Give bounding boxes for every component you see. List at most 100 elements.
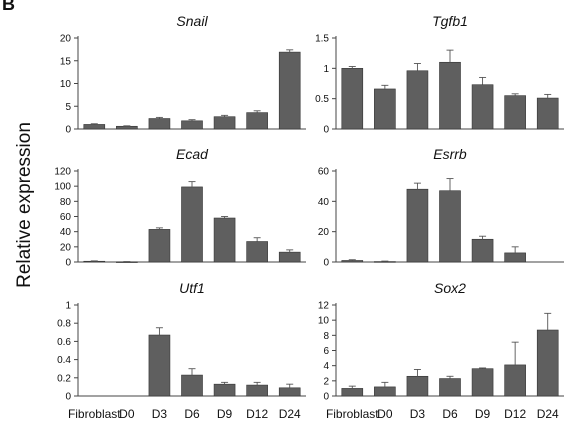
bar-fibroblast bbox=[341, 388, 364, 397]
x-category-label: D24 bbox=[279, 407, 301, 421]
bar-d3 bbox=[148, 334, 171, 397]
bar-d3 bbox=[406, 70, 429, 130]
bar-d0 bbox=[374, 261, 396, 263]
panel-title: Snail bbox=[176, 13, 208, 29]
bar-fibroblast bbox=[341, 68, 364, 130]
y-tick-label: 0 bbox=[65, 258, 71, 269]
bar-fibroblast bbox=[83, 124, 106, 130]
bar-d9 bbox=[471, 238, 494, 263]
y-tick-label: 0.2 bbox=[57, 373, 71, 384]
x-category-label: D6 bbox=[184, 407, 200, 421]
y-tick-label: 10 bbox=[60, 79, 72, 90]
bar-d9 bbox=[213, 383, 236, 397]
y-tick-label: 0 bbox=[65, 125, 71, 136]
x-category-label: D24 bbox=[537, 407, 559, 421]
bar-d0 bbox=[374, 386, 396, 397]
bar-d6 bbox=[439, 61, 461, 130]
panel-sox2: Sox2 0 2 4 6 8 10 12 bbox=[318, 280, 564, 403]
bar-d6 bbox=[181, 186, 203, 263]
y-tick-label: 0.5 bbox=[315, 94, 329, 105]
bar-d6 bbox=[181, 120, 203, 130]
bar-d12 bbox=[246, 112, 268, 130]
bar-d9 bbox=[213, 217, 236, 263]
bar-d24 bbox=[278, 51, 301, 130]
x-category-label: D0 bbox=[377, 407, 393, 421]
bar-d24 bbox=[278, 251, 301, 263]
y-tick-label: 40 bbox=[60, 227, 72, 238]
x-category-label: D6 bbox=[442, 407, 458, 421]
y-tick-label: 10 bbox=[318, 316, 330, 327]
bar-d6 bbox=[439, 190, 461, 263]
bar-d6 bbox=[181, 374, 203, 397]
x-category-label: D12 bbox=[504, 407, 526, 421]
y-tick-label: 60 bbox=[60, 212, 72, 223]
bar-d3 bbox=[148, 229, 171, 263]
bar-d6 bbox=[439, 378, 461, 397]
bar-d0 bbox=[374, 88, 396, 130]
y-tick-label: 5 bbox=[65, 102, 71, 113]
bar-d0 bbox=[116, 125, 138, 130]
bar-d12 bbox=[504, 252, 526, 263]
y-tick-label: 0.8 bbox=[57, 319, 71, 330]
y-tick-label: 0 bbox=[323, 392, 329, 403]
bar-d9 bbox=[471, 368, 494, 397]
x-category-label: D3 bbox=[410, 407, 426, 421]
y-tick-label: 6 bbox=[323, 346, 329, 357]
panel-title: Esrrb bbox=[433, 146, 467, 162]
panel-ecad: Ecad 0 20 40 60 80 100 120 bbox=[54, 146, 306, 269]
panel-title: Utf1 bbox=[179, 280, 205, 296]
bar-d9 bbox=[213, 116, 236, 130]
y-axis-label: Relative expression bbox=[14, 122, 35, 288]
panel-title: Tgfb1 bbox=[432, 13, 468, 29]
panel-letter: B bbox=[2, 0, 15, 14]
y-tick-label: 0.6 bbox=[57, 337, 71, 348]
y-tick-label: 4 bbox=[323, 361, 329, 372]
y-tick-label: 0 bbox=[323, 125, 329, 136]
y-tick-label: 0 bbox=[65, 392, 71, 403]
y-tick-label: 0.4 bbox=[57, 355, 71, 366]
panel-title: Sox2 bbox=[434, 280, 466, 296]
bar-fibroblast bbox=[83, 260, 106, 263]
y-tick-label: 20 bbox=[60, 34, 72, 45]
y-tick-label: 1 bbox=[65, 301, 71, 312]
bar-d24 bbox=[536, 329, 559, 397]
y-tick-label: 40 bbox=[318, 197, 330, 208]
x-category-label: D9 bbox=[475, 407, 491, 421]
panel-tgfb1: Tgfb1 0 0.5 1 1.5 bbox=[315, 13, 564, 136]
y-tick-label: 2 bbox=[323, 376, 329, 387]
bar-d3 bbox=[406, 375, 429, 397]
panel-snail: Snail 0 5 10 15 20 bbox=[60, 13, 306, 136]
bar-d24 bbox=[536, 97, 559, 130]
y-tick-label: 80 bbox=[60, 197, 72, 208]
x-category-label: D0 bbox=[119, 407, 135, 421]
y-tick-label: 8 bbox=[323, 331, 329, 342]
y-tick-label: 20 bbox=[60, 242, 72, 253]
x-category-label: D3 bbox=[152, 407, 168, 421]
bar-d12 bbox=[504, 364, 526, 397]
x-category-label: D12 bbox=[246, 407, 268, 421]
panel-utf1: Utf1 0 0.2 0.4 0.6 0.8 1 bbox=[57, 280, 306, 403]
bar-d12 bbox=[246, 241, 268, 263]
y-tick-label: 0 bbox=[323, 258, 329, 269]
x-category-label: Fibroblast bbox=[68, 407, 121, 421]
y-tick-label: 12 bbox=[318, 301, 330, 312]
bar-d3 bbox=[148, 118, 171, 130]
bar-d24 bbox=[278, 387, 301, 397]
panel-esrrb: Esrrb 0 20 40 60 bbox=[318, 146, 564, 269]
y-tick-label: 1 bbox=[323, 64, 329, 75]
y-tick-label: 1.5 bbox=[315, 34, 329, 45]
y-tick-label: 60 bbox=[318, 167, 330, 178]
panels: Snail05101520Tgfb100.511.5Ecad0204060801… bbox=[54, 13, 564, 403]
x-category-label: Fibroblast bbox=[326, 407, 379, 421]
bar-d9 bbox=[471, 84, 494, 130]
y-tick-label: 15 bbox=[60, 56, 72, 67]
panel-title: Ecad bbox=[176, 146, 209, 162]
y-tick-label: 120 bbox=[54, 167, 71, 178]
y-tick-label: 100 bbox=[54, 182, 71, 193]
bar-d12 bbox=[246, 384, 268, 397]
bar-fibroblast bbox=[341, 260, 364, 263]
x-category-label: D9 bbox=[217, 407, 233, 421]
bar-d3 bbox=[406, 188, 429, 263]
